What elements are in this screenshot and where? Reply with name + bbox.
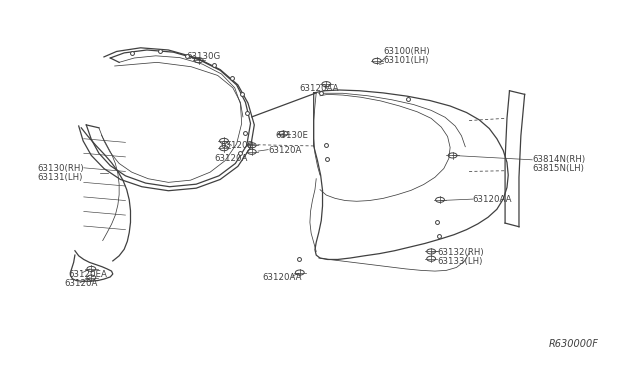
Text: 63133(LH): 63133(LH) [438, 257, 483, 266]
Text: 63130(RH): 63130(RH) [37, 164, 84, 173]
Text: 63120AA: 63120AA [300, 84, 339, 93]
Text: 63120E: 63120E [220, 141, 253, 151]
Text: R630000F: R630000F [548, 339, 598, 349]
Text: 63120AA: 63120AA [473, 195, 513, 204]
Text: 63814N(RH): 63814N(RH) [532, 155, 586, 164]
Text: 63130G: 63130G [186, 52, 220, 61]
Text: 63120A: 63120A [214, 154, 247, 163]
Text: 63120A: 63120A [65, 279, 98, 288]
Text: 63131(LH): 63131(LH) [37, 173, 83, 182]
Text: 63120AA: 63120AA [262, 273, 301, 282]
Text: 63120EA: 63120EA [68, 269, 108, 279]
Text: 63101(LH): 63101(LH) [383, 56, 429, 65]
Text: 63130E: 63130E [276, 131, 308, 140]
Text: 63815N(LH): 63815N(LH) [532, 164, 584, 173]
Text: 63132(RH): 63132(RH) [438, 248, 484, 257]
Text: 63100(RH): 63100(RH) [383, 47, 430, 56]
Text: 63120A: 63120A [268, 146, 301, 155]
